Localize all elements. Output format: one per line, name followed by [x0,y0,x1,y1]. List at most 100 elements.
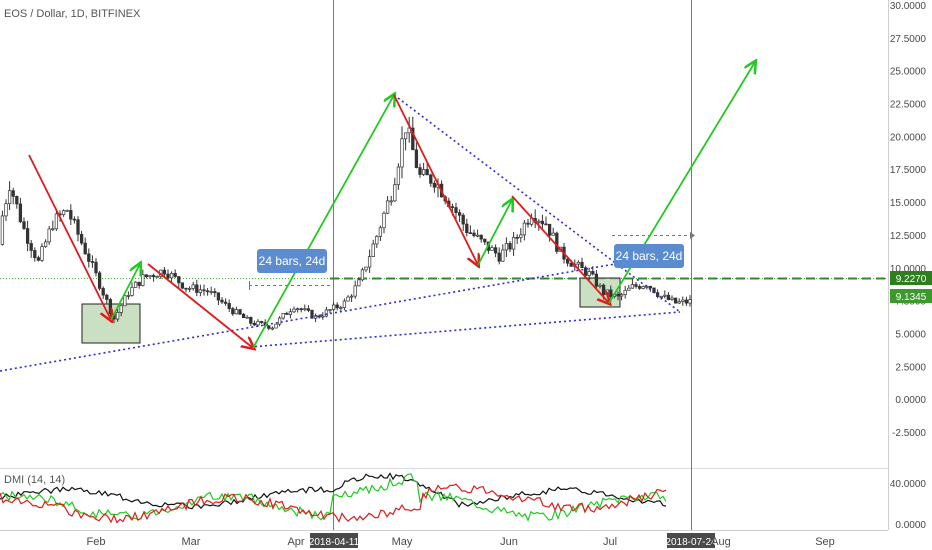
price-axis-tick: 10.0000 [890,264,927,275]
candle-up [490,247,494,251]
candle-up [295,308,300,311]
candle-down [25,228,30,244]
bars-badge-1[interactable]: 24 bars, 24d [257,249,327,273]
bars-badge-1-bg [257,249,327,273]
candle-up [123,295,127,307]
candle-up [7,190,12,205]
candle-up [519,234,523,238]
candle-up [155,276,159,278]
support-price-tag: 9.1345 [890,289,932,303]
candle-down [648,285,653,289]
price-axis[interactable]: 30.0000 27.5000 25.0000 22.5000 20.0000 17.50… [890,1,927,531]
measure-arrow-2 [690,232,695,239]
candle-down [457,212,462,216]
candle-down [11,190,15,197]
time-axis-date-bg [310,533,358,548]
candle-down [144,274,149,278]
price-axis-tick: 5.0000 [895,329,926,340]
candle-down [227,303,231,309]
candle-down [335,304,339,309]
trendlines [0,94,681,372]
candle-up [551,232,555,236]
candle-up [619,294,624,297]
candle-down [684,299,689,304]
down-arrow-1[interactable] [28,154,111,320]
time-axis-tick: Jul [603,536,617,548]
price-axis-tick: 30.0000 [890,1,927,12]
candle-down [216,292,221,301]
time-axis-tick: Sep [815,536,835,548]
candle-down [425,169,429,176]
candle-up [119,305,123,313]
candle-up [324,309,329,317]
candle-down [555,232,559,252]
time-axis-date-label: 2018-07-24 [665,537,717,548]
candle-up [501,249,505,262]
candle-up [382,212,386,229]
trendline-lower-support[interactable] [249,311,681,348]
candle-up [645,285,649,288]
candle-down [105,294,109,300]
down-arrow-4[interactable] [511,195,609,303]
main-pane[interactable] [0,0,888,468]
up-arrow-1[interactable] [110,264,140,321]
symbol-title: EOS / Dollar, 1D, BITFINEX [4,8,141,20]
candle-down [22,221,26,229]
candle-down [162,269,167,275]
candle-up [641,286,645,289]
candle-down [249,316,253,324]
candle-down [18,203,23,223]
bars-badge-2[interactable]: 24 bars, 24d [614,244,684,268]
candle-down [72,218,77,221]
last-price-tag-bg [890,271,932,285]
candle-up [396,166,401,186]
candle-up [663,294,667,297]
bars-badge-1-text: 24 bars, 24d [259,254,326,268]
candle-up [688,299,692,304]
candle-up [511,237,516,250]
candle-up [403,132,408,140]
candle-up [677,301,681,304]
candle-down [151,275,156,278]
candle-down [601,284,606,295]
dmi-adx-line [0,472,667,510]
candle-up [209,291,213,293]
up-arrow-2[interactable] [252,95,394,349]
last-price-tag-text: 9.2270 [896,274,927,285]
candle-down [540,220,545,225]
time-axis[interactable]: Feb Mar Apr 2018-04-11 May Jun Jul 2018-07-24Au… [87,533,835,548]
candle-up [61,210,66,216]
time-axis-tick: Aug [711,536,731,548]
candle-down [177,276,181,284]
candle-up [40,246,44,261]
support-price-tag-bg [890,289,932,303]
candle-up [321,315,325,318]
candle-up [328,309,332,311]
down-arrow-3[interactable] [393,94,478,265]
down-arrow-2[interactable] [147,263,253,348]
candle-down [493,247,498,254]
candle-up [274,323,278,329]
candle-down [285,313,289,315]
candle-up [130,287,134,296]
price-axis-tick: 0.0000 [895,395,926,406]
trendline-long-support[interactable] [0,263,616,372]
time-axis-date-label: 2018-04-11 [309,537,360,548]
candle-down [184,287,188,290]
candle-up [378,227,383,237]
candle-down [220,299,224,303]
candle-up [245,316,249,319]
candle-up [277,317,282,325]
candle-up [288,311,293,315]
candle-up [115,312,120,320]
candle-up [522,222,527,236]
candle-down [231,308,235,315]
candle-up [627,287,631,291]
candle-down [299,308,303,311]
candle-down [202,289,206,292]
candle-down [90,261,95,263]
candle-up [475,234,480,237]
up-arrow-3[interactable] [477,200,512,266]
dmi-axis-tick: 0.0000 [895,520,926,531]
